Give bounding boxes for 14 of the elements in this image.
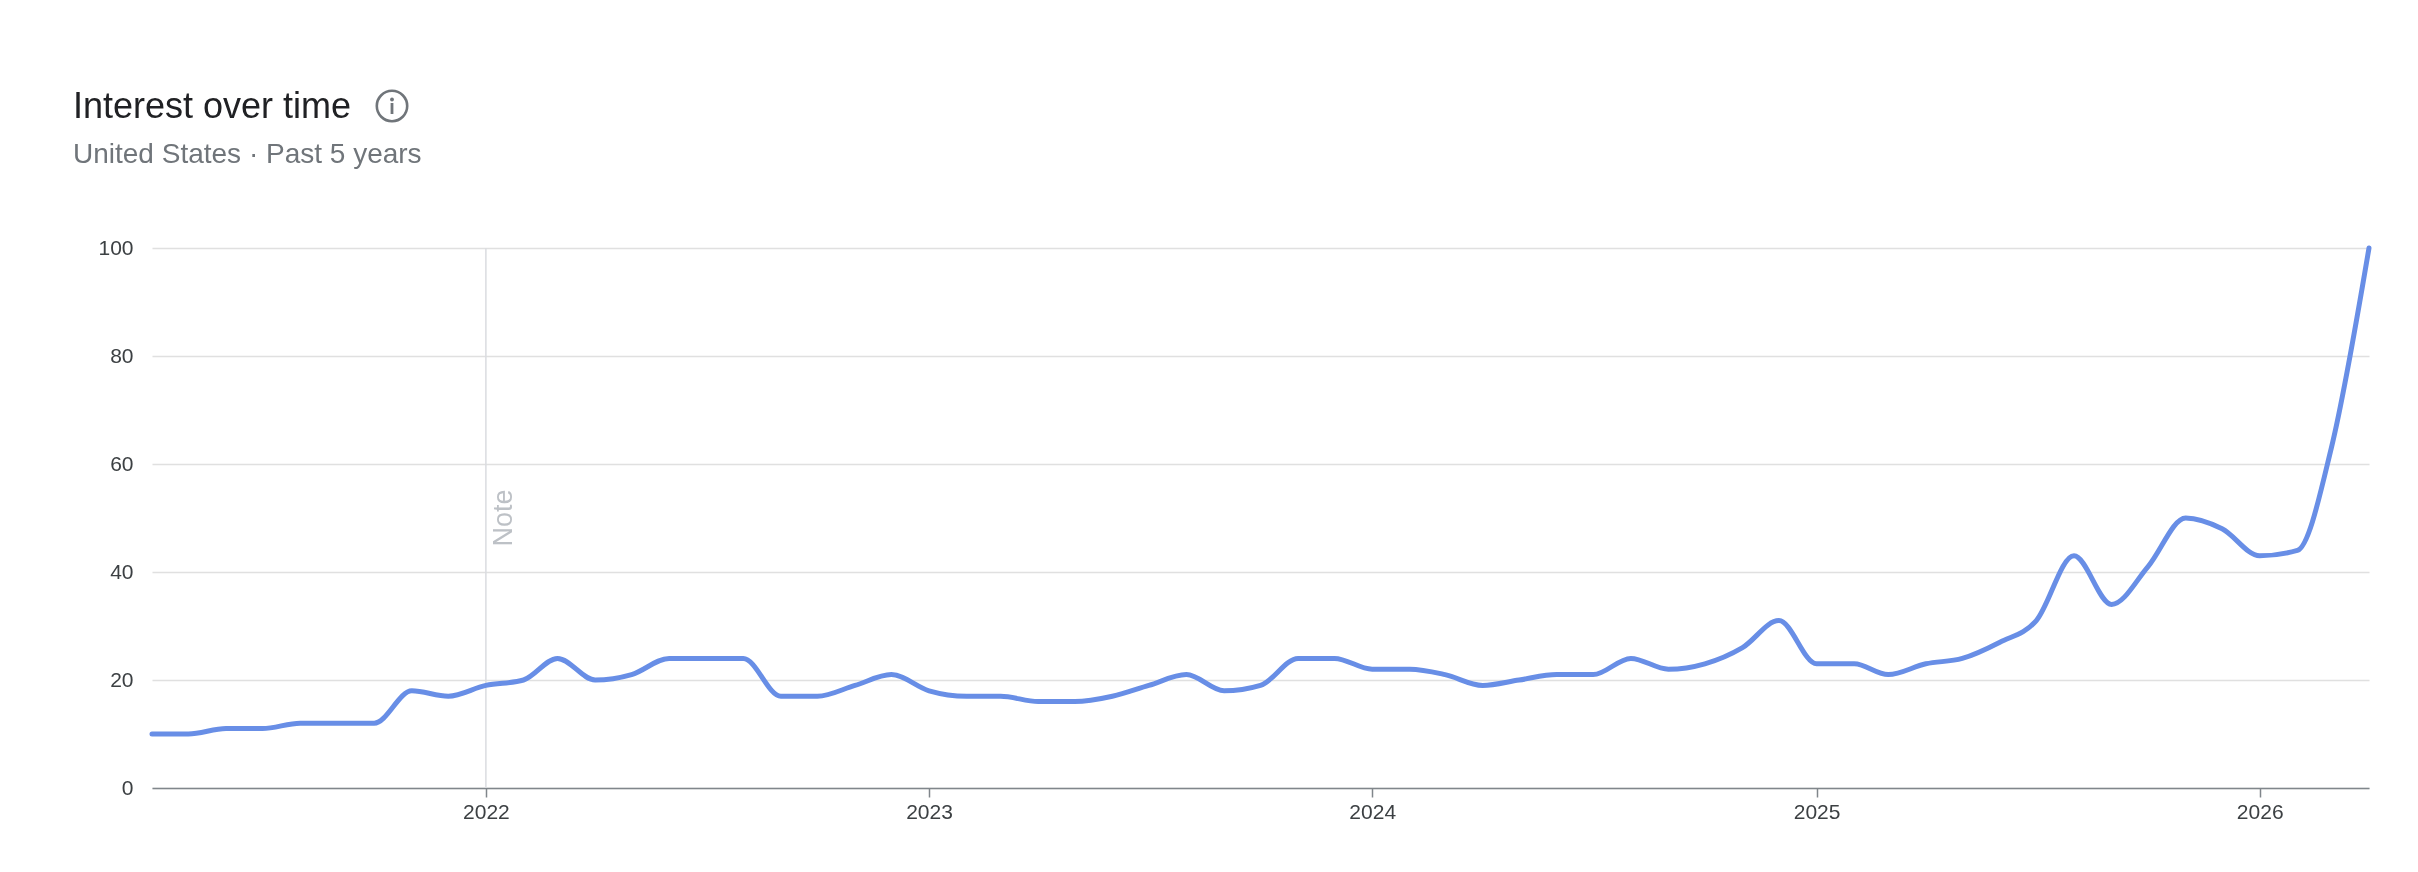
y-tick-label: 80: [110, 343, 134, 367]
x-tick-label: 2022: [463, 799, 510, 823]
y-tick-label: 100: [98, 235, 134, 259]
y-tick-label: 20: [110, 667, 134, 691]
chart-title: Interest over time: [73, 85, 352, 126]
chart-subtitle: United States · Past 5 years: [73, 138, 422, 169]
y-tick-label: 0: [121, 775, 134, 799]
ref-line-label: Note: [487, 489, 518, 547]
x-tick-label: 2026: [2236, 799, 2284, 823]
y-tick-label: 60: [110, 451, 134, 475]
x-tick-label: 2023: [906, 799, 953, 823]
y-tick-label: 40: [110, 559, 134, 583]
x-tick-label: 2024: [1349, 799, 1397, 823]
x-tick-label: 2025: [1793, 799, 1841, 823]
